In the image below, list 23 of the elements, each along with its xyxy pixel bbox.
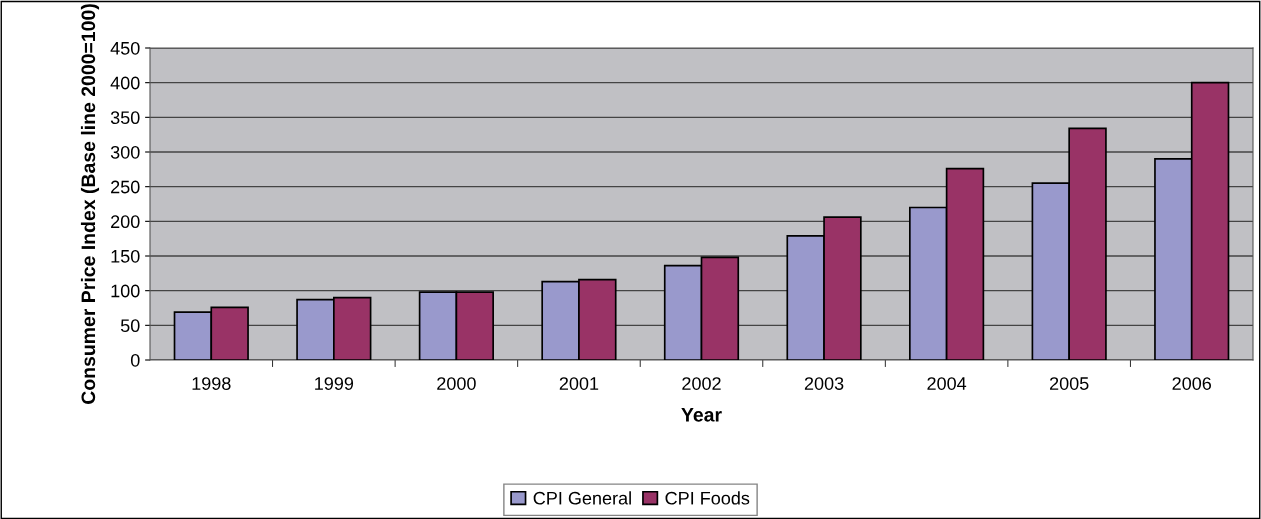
x-tick-label: 1998: [192, 377, 231, 390]
y-tick-label: 350: [110, 111, 140, 125]
x-tick-label: 1999: [315, 377, 354, 390]
x-tick-label: 2004: [927, 377, 967, 390]
y-tick-label: 250: [111, 180, 140, 194]
x-tick-label: 2001: [559, 377, 599, 390]
y-tick-label: 0: [130, 353, 140, 367]
x-axis-title: Year: [681, 408, 722, 422]
x-tick-label: 2000: [437, 377, 476, 390]
y-tick-label: 200: [111, 215, 140, 229]
y-tick-label: 150: [111, 249, 140, 263]
x-tick-label: 2006: [1172, 377, 1212, 390]
y-tick-label: 450: [110, 41, 140, 55]
y-axis-title: Consumer Price Index (Base line 2000=100): [80, 4, 100, 404]
legend-label: CPI General: [533, 491, 631, 505]
y-tick-label: 100: [111, 284, 140, 298]
y-tick-label: 300: [110, 145, 140, 159]
x-tick-label: 2005: [1049, 377, 1089, 390]
y-tick-label: 50: [120, 319, 140, 333]
legend-label: CPI Foods: [665, 491, 750, 505]
x-tick-label: 2003: [804, 377, 844, 390]
y-tick-label: 400: [110, 76, 140, 90]
x-tick-label: 2002: [682, 377, 721, 390]
